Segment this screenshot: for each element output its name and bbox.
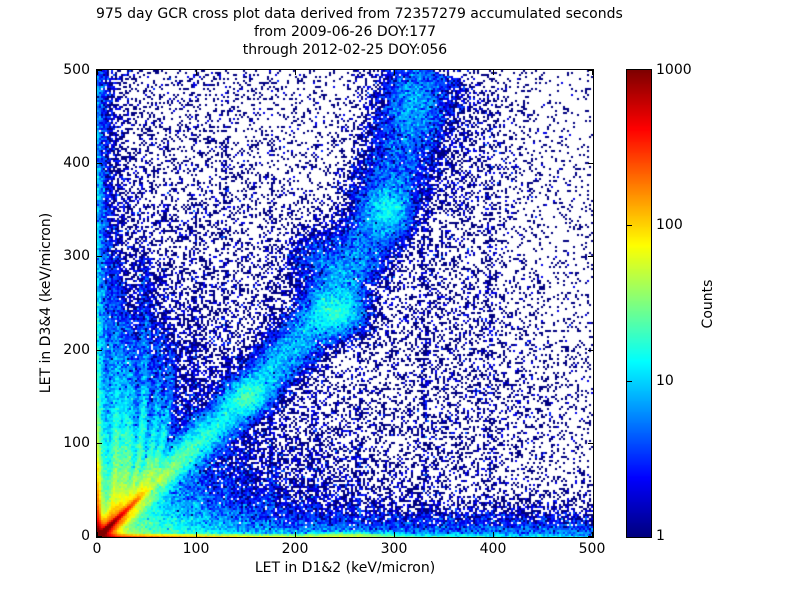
x-tick-mark-top	[493, 70, 494, 75]
y-tick-label: 200	[63, 342, 90, 358]
colorbar-gradient-canvas	[627, 70, 651, 537]
x-tick-label: 400	[479, 541, 507, 557]
y-tick-mark-right	[588, 163, 593, 164]
x-axis-label: LET in D1&2 (keV/micron)	[254, 560, 436, 576]
y-tick-label: 400	[63, 155, 90, 171]
y-tick-mark-left	[97, 443, 102, 444]
chart-title-line-1: 975 day GCR cross plot data derived from…	[96, 6, 623, 22]
y-tick-label: 0	[81, 528, 90, 544]
x-tick-mark-bottom	[196, 532, 197, 537]
y-tick-mark-right	[588, 256, 593, 257]
x-tick-mark-top	[592, 70, 593, 75]
colorbar-tick-label: 1	[656, 528, 665, 544]
x-tick-mark-bottom	[295, 532, 296, 537]
scatter-density-canvas	[97, 70, 593, 537]
chart-title: 975 day GCR cross plot data derived from…	[96, 5, 623, 59]
colorbar-tick-label: 10	[656, 373, 674, 389]
y-tick-label: 300	[63, 248, 90, 264]
x-tick-label: 0	[92, 541, 102, 557]
x-tick-label: 500	[578, 541, 606, 557]
x-tick-label: 300	[380, 541, 408, 557]
y-tick-label: 100	[63, 435, 90, 451]
x-tick-mark-bottom	[97, 532, 98, 537]
y-tick-mark-left	[97, 536, 102, 537]
y-tick-mark-right	[588, 536, 593, 537]
x-tick-mark-top	[97, 70, 98, 75]
y-tick-mark-left	[97, 70, 102, 71]
colorbar-tick-mark	[627, 225, 632, 226]
y-tick-mark-right	[588, 350, 593, 351]
x-tick-mark-bottom	[493, 532, 494, 537]
x-tick-label: 200	[281, 541, 309, 557]
chart-title-line-2: from 2009-06-26 DOY:177	[253, 24, 436, 40]
colorbar	[626, 69, 652, 538]
y-tick-mark-left	[97, 163, 102, 164]
x-tick-mark-bottom	[592, 532, 593, 537]
y-tick-mark-right	[588, 70, 593, 71]
x-tick-mark-top	[196, 70, 197, 75]
y-tick-mark-left	[97, 350, 102, 351]
plot-area	[96, 69, 594, 538]
y-tick-label: 500	[63, 62, 90, 78]
y-axis-label: LET in D3&4 (keV/micron)	[38, 212, 54, 394]
colorbar-tick-mark	[627, 381, 632, 382]
x-tick-label: 100	[182, 541, 210, 557]
x-tick-mark-bottom	[394, 532, 395, 537]
x-tick-mark-top	[295, 70, 296, 75]
x-tick-mark-top	[394, 70, 395, 75]
colorbar-tick-label: 1000	[656, 62, 692, 78]
y-tick-mark-right	[588, 443, 593, 444]
colorbar-tick-label: 100	[656, 217, 683, 233]
chart-title-line-3: through 2012-02-25 DOY:056	[242, 42, 448, 58]
y-tick-mark-left	[97, 256, 102, 257]
colorbar-label: Counts	[700, 279, 716, 329]
